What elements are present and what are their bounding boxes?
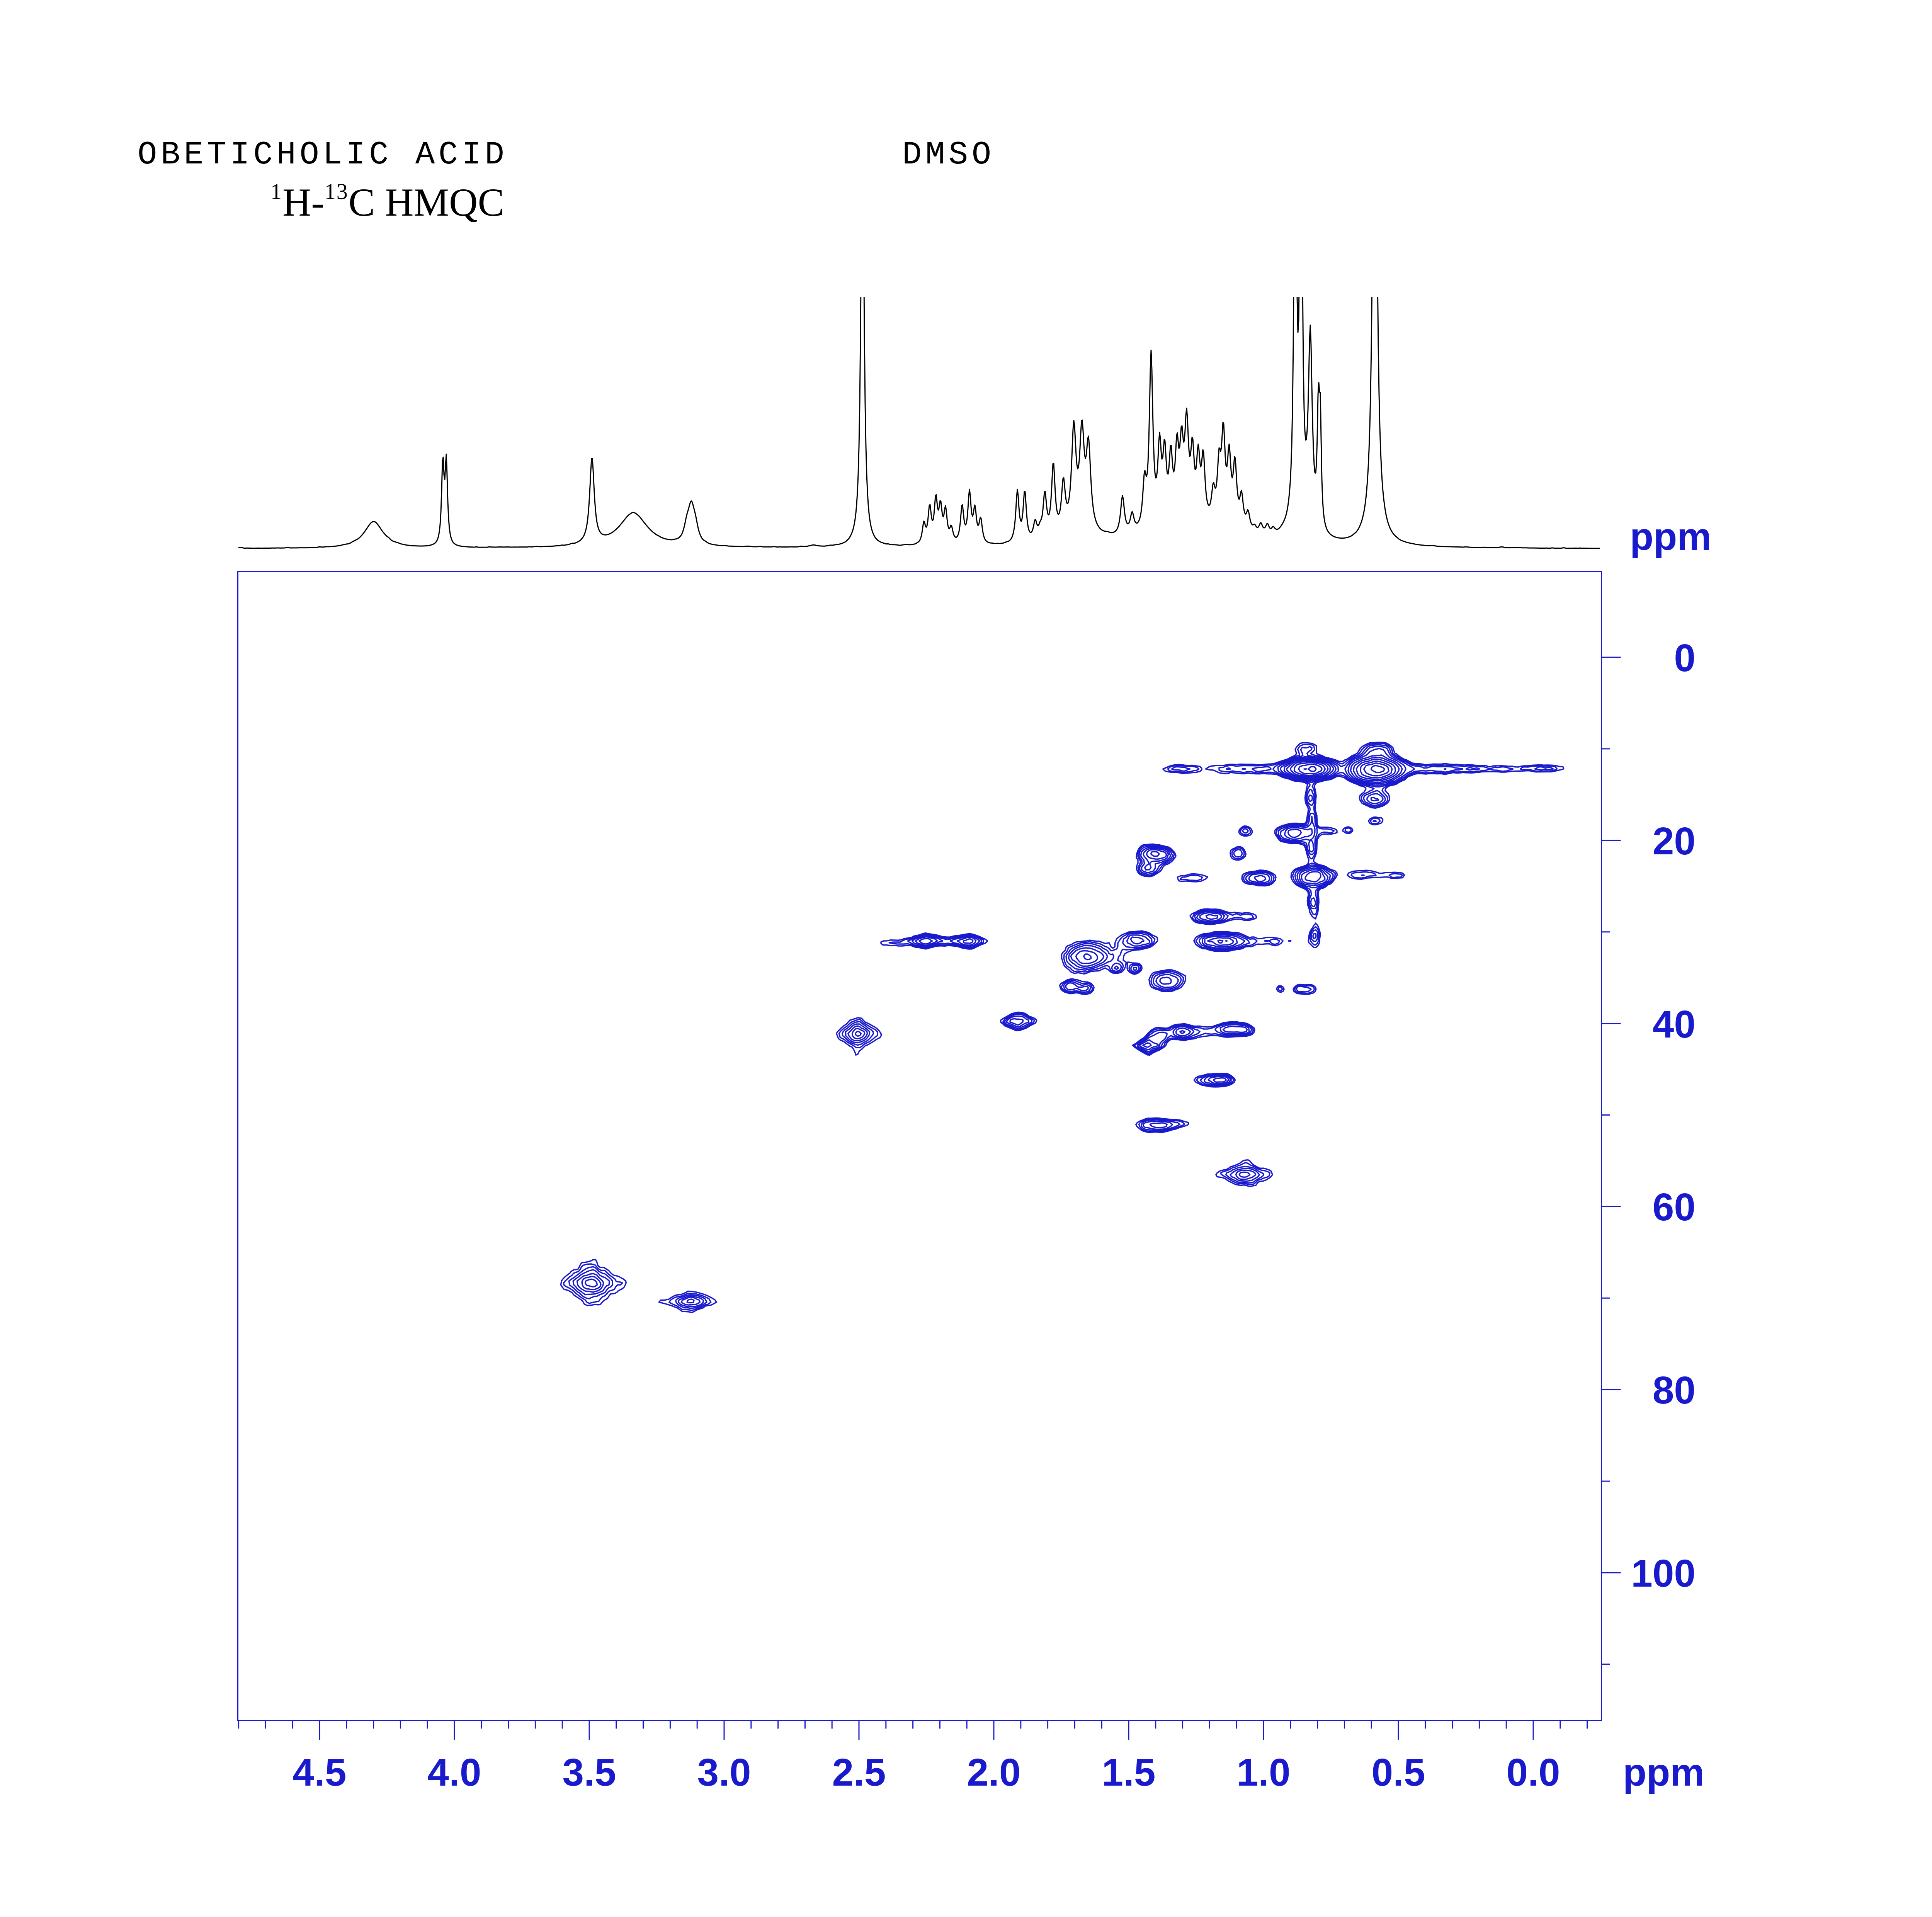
svg-text:3.0: 3.0 (697, 1751, 751, 1794)
svg-text:20: 20 (1653, 820, 1696, 863)
svg-text:0.5: 0.5 (1371, 1751, 1425, 1794)
svg-text:2.0: 2.0 (967, 1751, 1020, 1794)
svg-text:1.5: 1.5 (1102, 1751, 1155, 1794)
svg-text:2.5: 2.5 (832, 1751, 886, 1794)
svg-text:ppm: ppm (1623, 1751, 1704, 1794)
svg-text:100: 100 (1631, 1552, 1696, 1595)
svg-text:ppm: ppm (1630, 515, 1711, 558)
svg-text:1.0: 1.0 (1236, 1751, 1290, 1794)
svg-text:80: 80 (1653, 1369, 1696, 1412)
svg-text:0: 0 (1674, 636, 1696, 680)
svg-text:40: 40 (1653, 1003, 1696, 1046)
svg-text:3.5: 3.5 (562, 1751, 616, 1794)
svg-text:60: 60 (1653, 1186, 1696, 1229)
svg-text:4.5: 4.5 (293, 1751, 346, 1794)
svg-text:4.0: 4.0 (427, 1751, 481, 1794)
svg-text:0.0: 0.0 (1506, 1751, 1560, 1794)
